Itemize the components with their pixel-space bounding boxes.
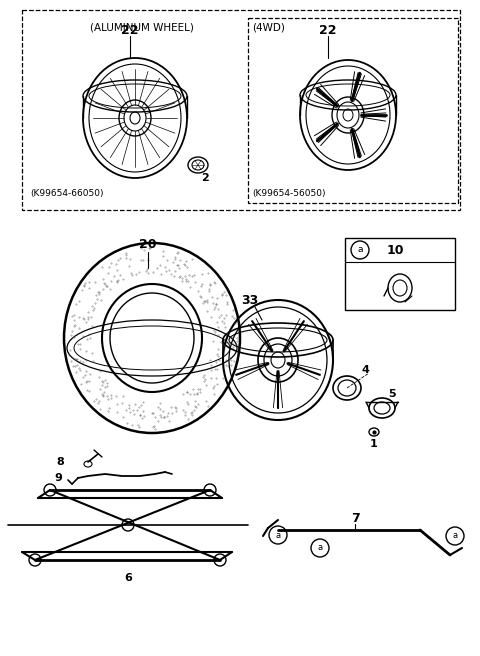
Text: 10: 10 [386, 243, 404, 256]
Text: 5: 5 [388, 389, 396, 399]
Text: 8: 8 [56, 457, 64, 467]
Text: (ALUMINUM WHEEL): (ALUMINUM WHEEL) [90, 22, 194, 32]
Text: 9: 9 [54, 473, 62, 483]
Bar [248, 18, 458, 203]
Text: 6: 6 [124, 573, 132, 583]
Text: a: a [276, 531, 281, 539]
Text: 7: 7 [350, 512, 360, 525]
Text: a: a [317, 544, 323, 552]
Text: 2: 2 [201, 173, 209, 183]
Text: 1: 1 [370, 439, 378, 449]
Text: 22: 22 [319, 24, 337, 37]
Bar [345, 238, 455, 310]
Text: a: a [453, 531, 457, 541]
Text: (K99654-66050): (K99654-66050) [30, 189, 104, 198]
Text: 20: 20 [139, 239, 157, 251]
Text: (4WD): (4WD) [252, 22, 285, 32]
Text: 22: 22 [121, 24, 139, 37]
Text: (K99654-56050): (K99654-56050) [252, 189, 325, 198]
Bar [22, 10, 460, 210]
Text: 4: 4 [361, 365, 369, 375]
Text: 33: 33 [241, 293, 259, 306]
Text: a: a [357, 245, 363, 255]
